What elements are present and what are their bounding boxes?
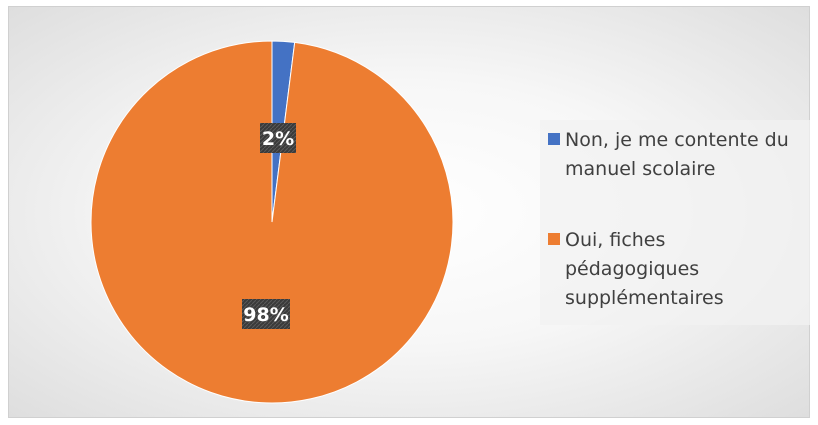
legend-swatch-non <box>548 133 560 145</box>
data-label-1: 98% <box>242 299 290 329</box>
data-label-box-1 <box>242 299 290 329</box>
legend: Non, je me contente du manuel scolaire O… <box>540 120 810 325</box>
legend-swatch-oui <box>548 233 560 245</box>
legend-item-non: Non, je me contente du manuel scolaire <box>548 126 798 184</box>
legend-label-oui: Oui, fiches pédagogiques supplémentaires <box>565 229 724 309</box>
data-label-box-0 <box>260 123 296 153</box>
data-label-text-1: 98% <box>243 304 288 326</box>
data-label-text-0: 2% <box>262 128 294 150</box>
legend-label-non: Non, je me contente du manuel scolaire <box>565 129 789 180</box>
legend-item-oui: Oui, fiches pédagogiques supplémentaires <box>548 226 798 313</box>
pie-slice-1 <box>90 40 454 404</box>
data-label-0: 2% <box>260 123 296 153</box>
